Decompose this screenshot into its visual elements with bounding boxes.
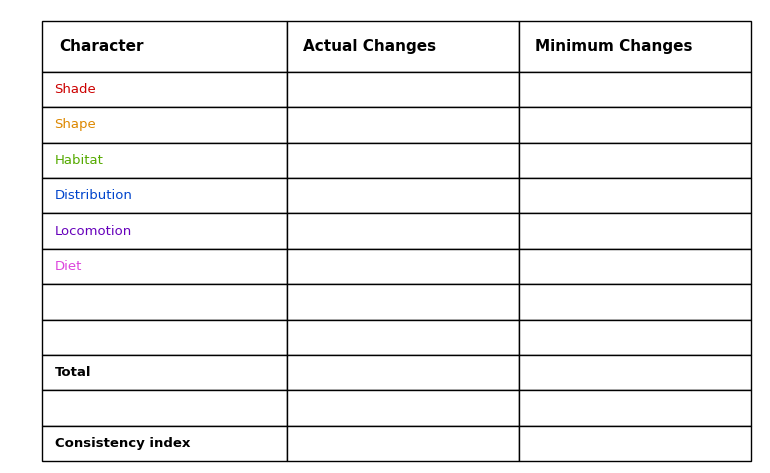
Bar [519, 21, 751, 72]
Bar [519, 249, 751, 284]
Bar [42, 213, 286, 249]
Bar [519, 72, 751, 107]
Bar [519, 107, 751, 143]
Text: Character: Character [59, 39, 144, 54]
Text: Diet: Diet [55, 260, 82, 273]
Bar [42, 249, 286, 284]
Bar [286, 355, 519, 390]
Bar [519, 390, 751, 426]
Bar [519, 178, 751, 213]
Bar [519, 320, 751, 355]
Bar [286, 107, 519, 143]
Text: Minimum Changes: Minimum Changes [535, 39, 693, 54]
Bar [42, 320, 286, 355]
Bar [42, 143, 286, 178]
Bar [286, 143, 519, 178]
Bar [42, 426, 286, 461]
Bar [42, 107, 286, 143]
Bar [519, 426, 751, 461]
Bar [519, 284, 751, 320]
Text: Total: Total [55, 366, 91, 379]
Bar [519, 355, 751, 390]
Text: Actual Changes: Actual Changes [303, 39, 436, 54]
Bar [286, 284, 519, 320]
Bar [42, 21, 286, 72]
Bar [286, 426, 519, 461]
Text: Locomotion: Locomotion [55, 225, 132, 237]
Bar [519, 143, 751, 178]
Text: Shade: Shade [55, 83, 96, 96]
Text: Habitat: Habitat [55, 154, 103, 167]
Bar [42, 355, 286, 390]
Text: Shape: Shape [55, 118, 96, 131]
Bar [42, 72, 286, 107]
Text: Distribution: Distribution [55, 189, 132, 202]
Bar [42, 284, 286, 320]
Bar [286, 213, 519, 249]
Bar [286, 249, 519, 284]
Text: Consistency index: Consistency index [55, 437, 190, 450]
Bar [286, 21, 519, 72]
Bar [519, 213, 751, 249]
Bar [286, 72, 519, 107]
Bar [286, 178, 519, 213]
Bar [42, 390, 286, 426]
Bar [42, 178, 286, 213]
Bar [286, 390, 519, 426]
Bar [286, 320, 519, 355]
